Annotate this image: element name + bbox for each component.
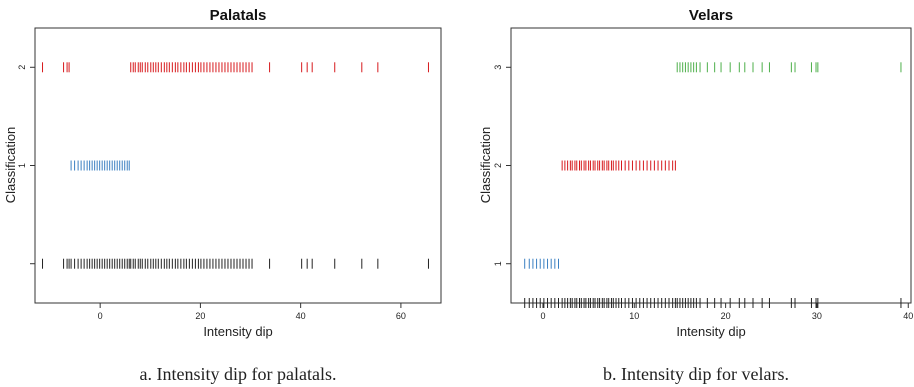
chart-title: Velars <box>689 7 733 24</box>
y-axis: 1 2 3 <box>493 65 511 266</box>
x-tick-label: 0 <box>540 311 545 321</box>
x-tick-label: 40 <box>296 311 306 321</box>
data-marks <box>524 62 902 308</box>
data-marks <box>42 62 429 269</box>
y-tick-label: 1 <box>17 163 27 168</box>
plot-frame <box>510 27 912 304</box>
x-tick-label: 60 <box>396 311 406 321</box>
x-tick-label: 0 <box>98 311 103 321</box>
y-tick-label: 1 <box>493 261 503 266</box>
y-tick-label: 2 <box>493 163 503 168</box>
velars-panel: Velars Intensity dip Classification b. I… <box>478 7 913 384</box>
y-tick-label: 2 <box>17 65 27 70</box>
x-tick-label: 20 <box>721 311 731 321</box>
palatals-panel: Palatals Intensity dip Classification a.… <box>3 7 442 384</box>
y-axis: 12 <box>17 65 35 265</box>
x-tick-label: 30 <box>812 311 822 321</box>
x-tick-label: 20 <box>195 311 205 321</box>
x-axis-label: Intensity dip <box>676 324 745 339</box>
x-axis-label: Intensity dip <box>203 324 272 339</box>
x-tick-label: 40 <box>903 311 913 321</box>
x-axis: 0 10 20 30 40 <box>540 303 913 321</box>
y-tick-label: 3 <box>493 65 503 70</box>
y-axis-label: Classification <box>478 127 493 204</box>
figure-caption: a. Intensity dip for palatals. <box>140 364 337 384</box>
chart-title: Palatals <box>210 7 267 24</box>
plot-frame <box>34 27 442 304</box>
figure-caption: b. Intensity dip for velars. <box>603 364 789 384</box>
x-axis: 0 20 40 60 <box>98 303 406 321</box>
x-tick-label: 10 <box>629 311 639 321</box>
y-axis-label: Classification <box>3 127 18 204</box>
